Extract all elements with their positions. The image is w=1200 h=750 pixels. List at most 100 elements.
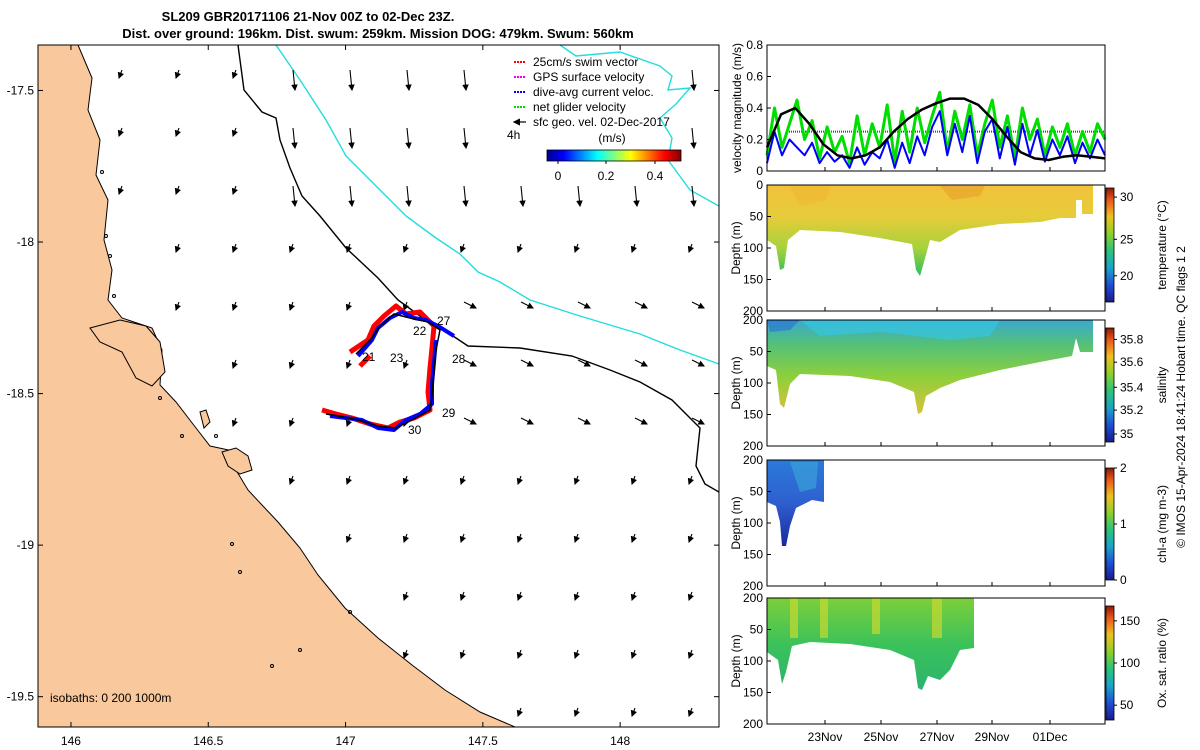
- glider-path-black: [325, 313, 441, 429]
- depth-tick-label: 200: [743, 453, 763, 467]
- velocity-arrow: [634, 359, 648, 367]
- velocity-arrow: [687, 707, 695, 718]
- depth-tick-label: 50: [750, 345, 764, 359]
- date-tick-label: 29Nov: [975, 730, 1010, 744]
- salinity-panel: [766, 319, 1106, 447]
- velocity-ytick-label: 0.2: [746, 133, 763, 147]
- date-axis: 23Nov 25Nov 27Nov 29Nov 01Dec: [808, 167, 1067, 744]
- day-label-21: 21: [362, 350, 376, 364]
- velocity-arrow: [630, 591, 638, 602]
- depth-tick-label: 0: [756, 178, 763, 192]
- depth-tick-label: 200: [743, 313, 763, 327]
- salinity-axes: 200 50 100 150 200 Depth (m): [729, 313, 771, 453]
- colorbar-tick-label: 35.2: [1120, 403, 1144, 417]
- speed-colorbar: [546, 149, 682, 162]
- velocity-panel: 0 0.2 0.4 0.6 0.8 velocity magnitude (m/s): [730, 38, 1107, 178]
- velocity-arrow: [117, 185, 125, 196]
- colorbar-tick-label: 35.8: [1120, 332, 1144, 346]
- depth-tick-label: 200: [743, 579, 763, 593]
- velocity-arrow: [516, 707, 524, 718]
- velocity-arrow: [402, 243, 410, 254]
- velocity-ytick-label: 0.4: [746, 101, 763, 115]
- velocity-arrow: [630, 475, 638, 486]
- map-panel: 22 23 27 28 29 30 21 isobaths: 0 200 100…: [7, 44, 720, 748]
- temperature-section: [767, 185, 1093, 276]
- chla-colorbar-labels: 2 1 0 chl-a (mg m-3): [1114, 461, 1169, 587]
- velocity-arrow: [402, 475, 410, 486]
- title-line1: SL209 GBR20171106 21-Nov 00Z to 02-Dec 2…: [162, 9, 455, 24]
- velocity-arrow: [459, 475, 467, 486]
- isobath-1000m: [275, 45, 719, 365]
- oxygen-axes: 200 50 100 150 200 Depth (m): [729, 591, 771, 731]
- velocity-arrow: [405, 69, 412, 92]
- velocity-ytick-label: 0: [756, 164, 763, 178]
- velocity-arrow: [231, 359, 239, 370]
- title-line2: Dist. over ground: 196km. Dist. swum: 25…: [122, 26, 634, 41]
- velocity-arrow: [630, 243, 638, 254]
- velocity-arrow: [291, 127, 298, 150]
- colorbar-unit: (m/s): [598, 131, 625, 145]
- velocity-arrow: [345, 533, 353, 544]
- velocity-arrow: [630, 707, 638, 718]
- velocity-arrow: [690, 127, 697, 150]
- velocity-arrow: [463, 301, 477, 309]
- colorbar-tick-label: 0.2: [598, 169, 615, 183]
- velocity-arrow: [405, 185, 412, 208]
- depth-tick-label: 150: [743, 408, 763, 422]
- velocity-arrow: [288, 359, 296, 370]
- velocity-arrow: [630, 533, 638, 544]
- velocity-arrow: [348, 69, 355, 92]
- velocity-arrow: [634, 417, 648, 425]
- depth-tick-label: 100: [743, 376, 763, 390]
- colorbar-tick-label: 100: [1120, 656, 1140, 670]
- legend-label: sfc geo. vel. 02-Dec-2017: [533, 115, 670, 129]
- depth-tick-label: 100: [743, 241, 763, 255]
- depth-tick-label: 200: [743, 439, 763, 453]
- isobath-200m: [237, 45, 719, 493]
- velocity-arrow: [577, 301, 591, 309]
- velocity-arrow: [687, 591, 695, 602]
- velocity-arrow: [576, 185, 583, 208]
- velocity-arrow: [577, 417, 591, 425]
- velocity-arrow: [402, 301, 410, 312]
- colorbar-tick-label: 0: [555, 169, 562, 183]
- colorbar-tick-label: 2: [1120, 461, 1127, 475]
- velocity-arrow: [345, 475, 353, 486]
- glider-track: [321, 303, 456, 432]
- chla-axes: 200 50 100 150 200 Depth (m): [729, 453, 771, 593]
- velocity-arrow: [462, 127, 469, 150]
- velocity-arrow: [402, 591, 410, 602]
- velocity-arrow: [402, 359, 410, 370]
- velocity-arrow: [231, 417, 239, 428]
- colorbar-tick-label: 20: [1120, 269, 1134, 283]
- velocity-arrow: [117, 69, 125, 80]
- temperature-colorbar-labels: 30 25 20 temperature (°C): [1114, 190, 1169, 290]
- depth-tick-label: 50: [750, 623, 764, 637]
- depth-ylabel: Depth (m): [729, 221, 743, 274]
- velocity-arrow: [690, 185, 697, 208]
- velocity-arrow: [516, 475, 524, 486]
- colorbar-tick-label: 30: [1120, 190, 1134, 204]
- legend-label: dive-avg current veloc.: [533, 85, 654, 99]
- map-ytick-label: -19.5: [7, 690, 35, 704]
- velocity-arrow: [348, 127, 355, 150]
- isobaths-label: isobaths: 0 200 1000m: [50, 691, 171, 705]
- depth-tick-label: 200: [743, 304, 763, 318]
- colorbar-tick-label: 1: [1120, 517, 1127, 531]
- velocity-ytick-label: 0.6: [746, 70, 763, 84]
- velocity-arrow: [687, 243, 695, 254]
- depth-ylabel: Depth (m): [729, 496, 743, 549]
- velocity-arrow: [516, 243, 524, 254]
- velocity-arrow: [573, 707, 581, 718]
- velocity-arrow: [174, 243, 182, 254]
- depth-tick-label: 150: [743, 273, 763, 287]
- velocity-arrow: [174, 185, 182, 196]
- day-label-29: 29: [442, 406, 456, 420]
- velocity-arrow: [691, 359, 705, 367]
- day-label-30: 30: [408, 423, 422, 437]
- velocity-arrow: [174, 69, 182, 80]
- colorbar-tick-label: 35.4: [1120, 380, 1144, 394]
- map-ytick-label: -19: [17, 538, 35, 552]
- colorbar-tick-label: 0.4: [647, 169, 664, 183]
